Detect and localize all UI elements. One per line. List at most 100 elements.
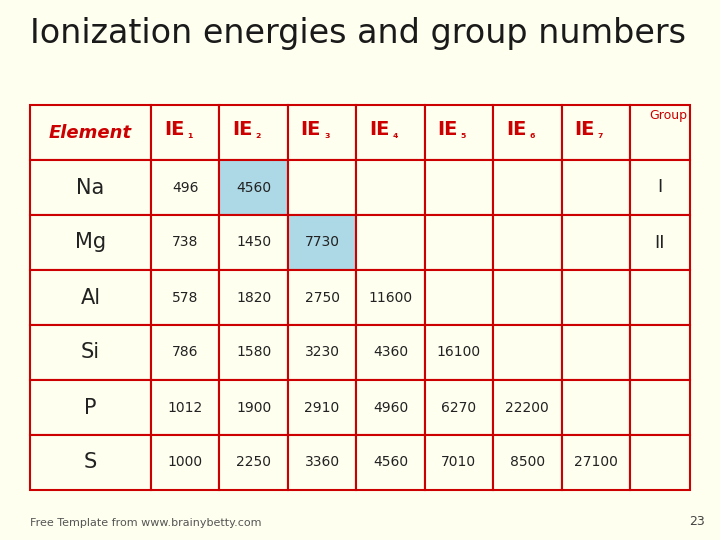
Text: 2750: 2750 bbox=[305, 291, 340, 305]
Text: 3360: 3360 bbox=[305, 456, 340, 469]
Bar bbox=[220, 215, 288, 270]
Text: 2910: 2910 bbox=[305, 401, 340, 415]
Bar bbox=[220, 105, 288, 160]
Text: P: P bbox=[84, 397, 96, 417]
Bar bbox=[493, 435, 562, 490]
Text: Si: Si bbox=[81, 342, 100, 362]
Bar bbox=[356, 325, 425, 380]
Text: 23: 23 bbox=[689, 515, 705, 528]
Bar bbox=[562, 325, 630, 380]
Text: 738: 738 bbox=[172, 235, 199, 249]
Text: IE: IE bbox=[301, 120, 321, 139]
Bar bbox=[288, 380, 356, 435]
Bar bbox=[151, 105, 220, 160]
Text: 1580: 1580 bbox=[236, 346, 271, 360]
Bar bbox=[30, 105, 151, 160]
Text: 4960: 4960 bbox=[373, 401, 408, 415]
Text: 1000: 1000 bbox=[168, 456, 203, 469]
Text: 1820: 1820 bbox=[236, 291, 271, 305]
Bar bbox=[630, 380, 690, 435]
Bar bbox=[151, 160, 220, 215]
Bar bbox=[493, 380, 562, 435]
Text: 3230: 3230 bbox=[305, 346, 340, 360]
Text: ₃: ₃ bbox=[324, 128, 330, 141]
Bar bbox=[425, 380, 493, 435]
Bar bbox=[30, 215, 151, 270]
Text: 1450: 1450 bbox=[236, 235, 271, 249]
Text: 22200: 22200 bbox=[505, 401, 549, 415]
Bar bbox=[562, 270, 630, 325]
Text: ₂: ₂ bbox=[256, 128, 261, 141]
Bar bbox=[151, 270, 220, 325]
Bar bbox=[562, 435, 630, 490]
Text: IE: IE bbox=[233, 120, 253, 139]
Text: IE: IE bbox=[164, 120, 184, 139]
Bar bbox=[30, 380, 151, 435]
Bar bbox=[356, 380, 425, 435]
Bar bbox=[630, 160, 690, 215]
Bar bbox=[493, 270, 562, 325]
Bar bbox=[151, 215, 220, 270]
Text: Group: Group bbox=[649, 109, 687, 122]
Bar bbox=[562, 105, 630, 160]
Text: 16100: 16100 bbox=[437, 346, 481, 360]
Bar bbox=[288, 105, 356, 160]
Text: 8500: 8500 bbox=[510, 456, 545, 469]
Bar bbox=[30, 160, 151, 215]
Text: 11600: 11600 bbox=[369, 291, 413, 305]
Text: ₁: ₁ bbox=[187, 128, 193, 141]
Bar bbox=[356, 435, 425, 490]
Text: Ionization energies and group numbers: Ionization energies and group numbers bbox=[30, 17, 686, 50]
Bar bbox=[425, 160, 493, 215]
Text: Element: Element bbox=[49, 124, 132, 141]
Text: ₅: ₅ bbox=[461, 128, 467, 141]
Bar bbox=[425, 435, 493, 490]
Text: 27100: 27100 bbox=[574, 456, 618, 469]
Bar bbox=[356, 105, 425, 160]
Bar bbox=[288, 325, 356, 380]
Bar bbox=[630, 435, 690, 490]
Bar bbox=[220, 325, 288, 380]
Text: I: I bbox=[657, 179, 662, 197]
Bar bbox=[493, 215, 562, 270]
Bar bbox=[151, 325, 220, 380]
Bar bbox=[220, 270, 288, 325]
Text: II: II bbox=[654, 233, 665, 252]
Bar bbox=[630, 270, 690, 325]
Text: IE: IE bbox=[506, 120, 526, 139]
Bar bbox=[288, 435, 356, 490]
Text: S: S bbox=[84, 453, 97, 472]
Bar bbox=[562, 215, 630, 270]
Text: 4560: 4560 bbox=[373, 456, 408, 469]
Bar bbox=[630, 325, 690, 380]
Bar bbox=[425, 325, 493, 380]
Bar bbox=[493, 325, 562, 380]
Bar bbox=[425, 270, 493, 325]
Text: IE: IE bbox=[438, 120, 458, 139]
Bar bbox=[356, 215, 425, 270]
Bar bbox=[356, 270, 425, 325]
Text: 6270: 6270 bbox=[441, 401, 477, 415]
Bar bbox=[30, 270, 151, 325]
Text: ₆: ₆ bbox=[529, 128, 535, 141]
Bar bbox=[220, 160, 288, 215]
Bar bbox=[151, 380, 220, 435]
Bar bbox=[288, 215, 356, 270]
Text: 1900: 1900 bbox=[236, 401, 271, 415]
Bar bbox=[151, 435, 220, 490]
Text: 7730: 7730 bbox=[305, 235, 340, 249]
Text: 2250: 2250 bbox=[236, 456, 271, 469]
Bar bbox=[425, 105, 493, 160]
Text: 7010: 7010 bbox=[441, 456, 477, 469]
Text: IE: IE bbox=[369, 120, 390, 139]
Bar bbox=[493, 160, 562, 215]
Bar bbox=[562, 160, 630, 215]
Text: Free Template from www.brainybetty.com: Free Template from www.brainybetty.com bbox=[30, 518, 261, 528]
Text: ₄: ₄ bbox=[392, 128, 398, 141]
Bar bbox=[288, 160, 356, 215]
Bar bbox=[288, 270, 356, 325]
Bar bbox=[425, 215, 493, 270]
Bar bbox=[356, 160, 425, 215]
Bar bbox=[220, 380, 288, 435]
Bar bbox=[30, 435, 151, 490]
